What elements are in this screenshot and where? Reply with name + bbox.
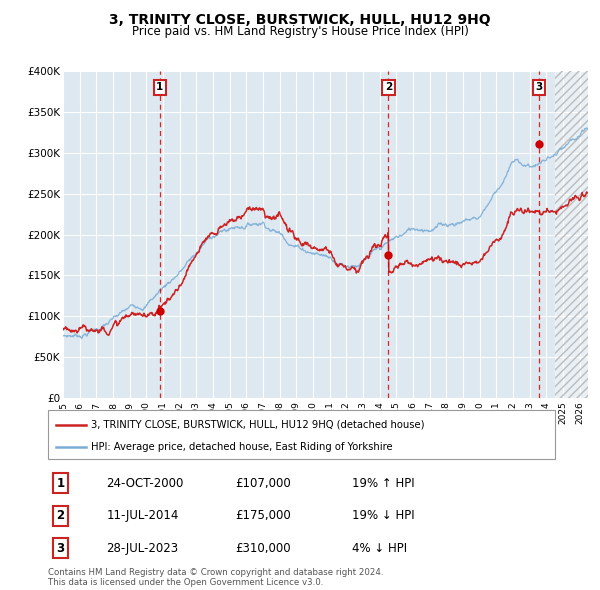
Text: 3: 3 — [56, 542, 65, 555]
Text: 1: 1 — [156, 82, 163, 92]
Text: 2: 2 — [385, 82, 392, 92]
Text: 19% ↑ HPI: 19% ↑ HPI — [352, 477, 415, 490]
Text: £310,000: £310,000 — [236, 542, 291, 555]
Text: 19% ↓ HPI: 19% ↓ HPI — [352, 509, 415, 522]
Text: Price paid vs. HM Land Registry's House Price Index (HPI): Price paid vs. HM Land Registry's House … — [131, 25, 469, 38]
Text: 2: 2 — [56, 509, 65, 522]
Text: 24-OCT-2000: 24-OCT-2000 — [106, 477, 184, 490]
Text: 1: 1 — [56, 477, 65, 490]
Text: £107,000: £107,000 — [236, 477, 292, 490]
Text: 11-JUL-2014: 11-JUL-2014 — [106, 509, 179, 522]
Text: 3, TRINITY CLOSE, BURSTWICK, HULL, HU12 9HQ: 3, TRINITY CLOSE, BURSTWICK, HULL, HU12 … — [109, 13, 491, 27]
Text: 3: 3 — [536, 82, 543, 92]
Text: Contains HM Land Registry data © Crown copyright and database right 2024.
This d: Contains HM Land Registry data © Crown c… — [48, 568, 383, 587]
Text: £175,000: £175,000 — [236, 509, 292, 522]
FancyBboxPatch shape — [48, 410, 555, 459]
Text: 4% ↓ HPI: 4% ↓ HPI — [352, 542, 407, 555]
Bar — [554, 71, 588, 398]
Text: 3, TRINITY CLOSE, BURSTWICK, HULL, HU12 9HQ (detached house): 3, TRINITY CLOSE, BURSTWICK, HULL, HU12 … — [91, 419, 425, 430]
Bar — [554, 71, 588, 398]
Text: HPI: Average price, detached house, East Riding of Yorkshire: HPI: Average price, detached house, East… — [91, 442, 393, 452]
Text: 28-JUL-2023: 28-JUL-2023 — [106, 542, 178, 555]
